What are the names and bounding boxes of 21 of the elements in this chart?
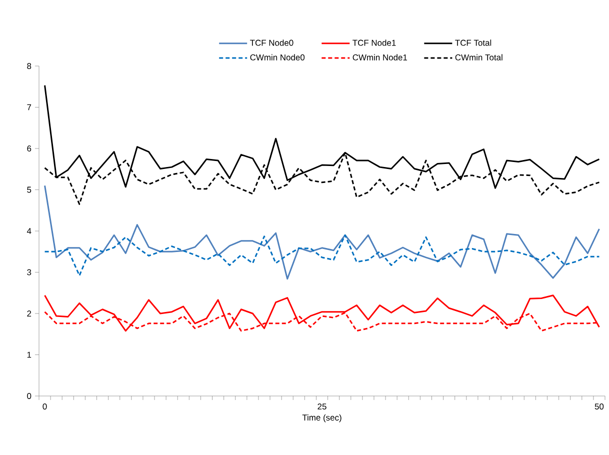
- line-series: [44, 234, 600, 276]
- y-tick-label: 1: [27, 352, 32, 358]
- line-series: [44, 184, 600, 280]
- x-axis-title: Time (sec): [302, 414, 342, 422]
- y-tick-label: 0: [27, 393, 32, 399]
- legend-label: TCF Total: [455, 40, 492, 46]
- x-tick-label: 50: [594, 404, 604, 410]
- y-tick-label: 3: [27, 269, 32, 276]
- legend-label: CWmin Node1: [352, 54, 408, 60]
- y-tick-label: 6: [27, 146, 32, 152]
- y-tick-label: 7: [27, 104, 32, 110]
- y-tick-label: 2: [27, 310, 32, 316]
- y-tick-label: 8: [27, 63, 32, 69]
- legend-label: TCF Node0: [250, 40, 294, 46]
- x-tick-label: 0: [42, 404, 47, 410]
- legend-label: TCF Node1: [352, 40, 396, 46]
- legend-label: CWmin Total: [455, 54, 502, 60]
- x-tick-label: 25: [318, 404, 326, 410]
- y-tick-label: 5: [27, 186, 32, 193]
- legend-label: CWmin Node0: [250, 54, 305, 60]
- y-tick-label: 4: [26, 228, 32, 234]
